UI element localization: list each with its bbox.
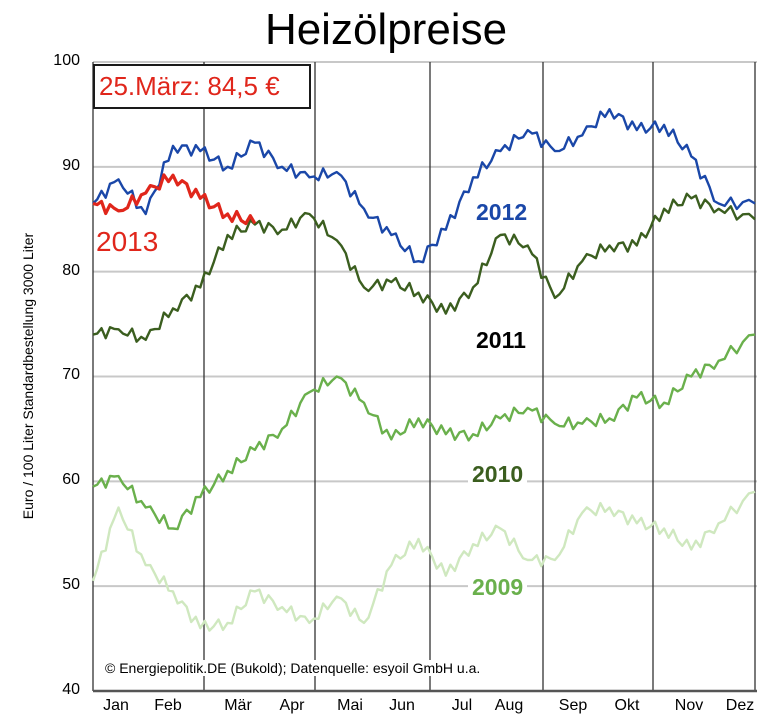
ytick-60: 60 <box>62 471 80 488</box>
ytick-70: 70 <box>62 366 80 383</box>
ytick-50: 50 <box>62 576 80 593</box>
series-label-2011: 2011 <box>476 327 526 353</box>
series-label-2013: 2013 <box>96 226 159 257</box>
xtick-jan: Jan <box>103 697 129 714</box>
xtick-sep: Sep <box>558 697 588 714</box>
series-line-2013 <box>92 173 257 226</box>
xtick-feb: Feb <box>154 697 182 714</box>
series-label-2009: 2009 <box>468 574 528 601</box>
series-label-2010: 2010 <box>468 461 528 488</box>
ytick-100: 100 <box>53 52 80 69</box>
series-lines <box>91 107 756 632</box>
ytick-90: 90 <box>62 157 80 174</box>
xtick-dez: Dez <box>725 697 755 714</box>
xtick-mai: Mai <box>337 697 363 714</box>
chart-title: Heizölpreise <box>264 5 508 54</box>
source-note: © Energiepolitik.DE (Bukold); Datenquell… <box>103 660 483 676</box>
xtick-jun: Jun <box>389 697 415 714</box>
period-separators <box>92 62 756 691</box>
xtick-apr: Apr <box>279 697 305 714</box>
xtick-nov: Nov <box>674 697 704 714</box>
xtick-mar: Mär <box>224 697 252 714</box>
current-price-annotation: 25.März: 84,5 € <box>93 64 311 109</box>
ytick-80: 80 <box>62 262 80 279</box>
y-axis-label: Euro / 100 Liter Standardbestellung 3000… <box>20 232 36 520</box>
ytick-40: 40 <box>62 681 80 698</box>
xtick-aug: Aug <box>494 697 524 714</box>
series-label-2012: 2012 <box>476 199 528 225</box>
series-line-2010 <box>92 333 756 531</box>
series-line-2009 <box>91 490 756 632</box>
series-line-2011 <box>92 192 756 343</box>
xtick-jul: Jul <box>451 697 473 714</box>
series-line-2012 <box>92 107 756 264</box>
xtick-okt: Okt <box>614 697 640 714</box>
